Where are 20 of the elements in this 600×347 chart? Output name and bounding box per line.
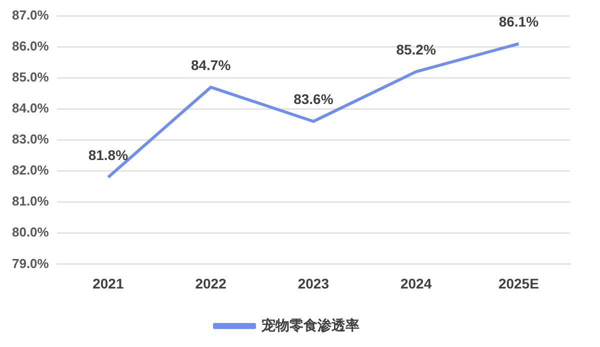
data-label: 85.2% xyxy=(396,42,436,58)
data-label: 81.8% xyxy=(88,147,129,164)
data-label: 86.1% xyxy=(498,14,540,30)
x-tick-label: 2025E xyxy=(498,275,539,292)
y-tick-label: 87.0% xyxy=(12,7,50,22)
y-tick-label: 82.0% xyxy=(12,162,50,178)
legend-label: 宠物零食渗透率 xyxy=(260,316,360,333)
x-tick-label: 2022 xyxy=(195,275,227,292)
y-tick-label: 86.0% xyxy=(12,38,50,54)
y-tick-label: 80.0% xyxy=(12,224,50,240)
x-tick-label: 2021 xyxy=(92,275,124,292)
y-tick-label: 79.0% xyxy=(12,256,50,271)
data-label: 84.7% xyxy=(190,57,232,74)
y-tick-label: 83.0% xyxy=(12,132,50,147)
data-label: 83.6% xyxy=(294,91,334,108)
y-tick-label: 81.0% xyxy=(12,194,50,209)
x-tick-label: 2024 xyxy=(400,275,432,292)
y-tick-label: 84.0% xyxy=(12,100,50,116)
x-tick-label: 2023 xyxy=(298,275,330,292)
y-tick-label: 85.0% xyxy=(12,69,50,84)
